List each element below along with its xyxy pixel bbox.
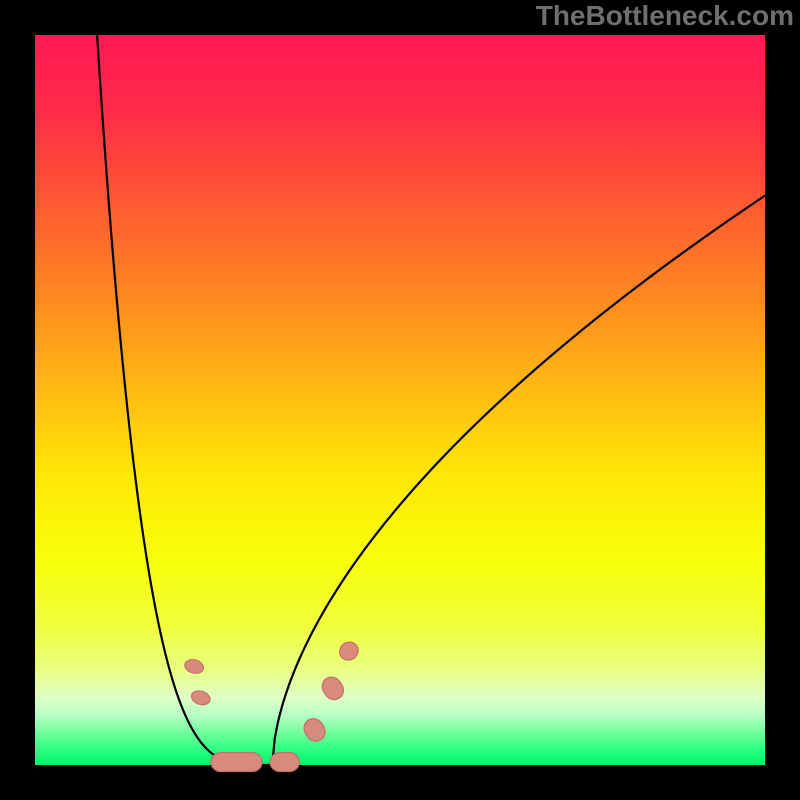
watermark-text: TheBottleneck.com [536,0,794,32]
bottleneck-chart [0,0,800,800]
curve-marker [211,753,262,772]
curve-marker [270,753,299,772]
chart-frame: TheBottleneck.com [0,0,800,800]
